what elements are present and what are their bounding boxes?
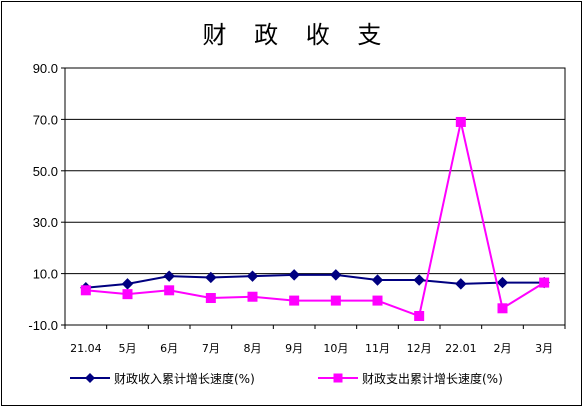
chart-title: 财 政 收 支 (203, 21, 392, 49)
data-point (289, 295, 300, 306)
data-point (372, 295, 383, 306)
plot-area (64, 67, 566, 326)
x-tick-label: 22.01 (445, 342, 477, 355)
legend-label: 财政收入累计增长速度(%) (114, 371, 255, 386)
x-tick-label: 3月 (535, 342, 553, 355)
data-point (205, 293, 216, 304)
x-tick-label: 10月 (323, 342, 348, 355)
data-point (455, 278, 467, 290)
data-point (163, 270, 175, 282)
series-line (85, 273, 545, 289)
y-tick-label: 10.0 (33, 267, 58, 282)
data-point (164, 285, 175, 296)
y-tick-label: -10.0 (28, 318, 58, 333)
legend-marker (85, 373, 95, 383)
y-axis-ticks: 90.0 70.0 50.0 30.0 10.0 -10.0 (28, 61, 65, 333)
x-tick-label: 8月 (244, 342, 262, 355)
data-point (121, 278, 134, 290)
data-point (496, 276, 509, 289)
legend-marker (333, 373, 343, 383)
data-point (413, 274, 425, 286)
x-tick-label: 7月 (202, 342, 220, 355)
y-tick-label: 70.0 (33, 112, 58, 127)
y-tick-label: 90.0 (33, 61, 58, 76)
data-point (455, 116, 466, 127)
data-point (80, 285, 91, 296)
data-point (122, 289, 133, 300)
data-point (414, 311, 425, 322)
x-tick-label: 9月 (285, 342, 303, 355)
x-tick-label: 5月 (119, 342, 137, 355)
data-point (330, 295, 341, 306)
grid-lines (65, 67, 565, 326)
x-tick-label: 6月 (160, 342, 178, 355)
data-point (205, 271, 217, 284)
data-point (539, 277, 550, 288)
legend: 财政收入累计增长速度(%) 财政支出累计增长速度(%) (70, 371, 503, 386)
x-tick-label: 21.04 (70, 342, 102, 355)
legend-label: 财政支出累计增长速度(%) (362, 371, 503, 386)
y-tick-label: 50.0 (33, 164, 58, 179)
series-line (85, 121, 545, 318)
data-point (330, 269, 342, 281)
series-2 (80, 116, 550, 322)
data-point (497, 303, 508, 314)
data-point (371, 274, 384, 286)
y-tick-label: 30.0 (33, 215, 58, 230)
data-point (246, 270, 259, 282)
x-tick-label: 2月 (494, 342, 512, 355)
x-tick-label: 12月 (407, 342, 432, 355)
data-point (247, 291, 258, 302)
x-axis-ticks: 21.04 5月 6月 7月 8月 9月 10月 11月 12月 22.01 2月 3月 (64, 325, 566, 355)
data-point (288, 269, 300, 281)
x-tick-label: 11月 (365, 342, 390, 355)
series-group (80, 116, 550, 322)
